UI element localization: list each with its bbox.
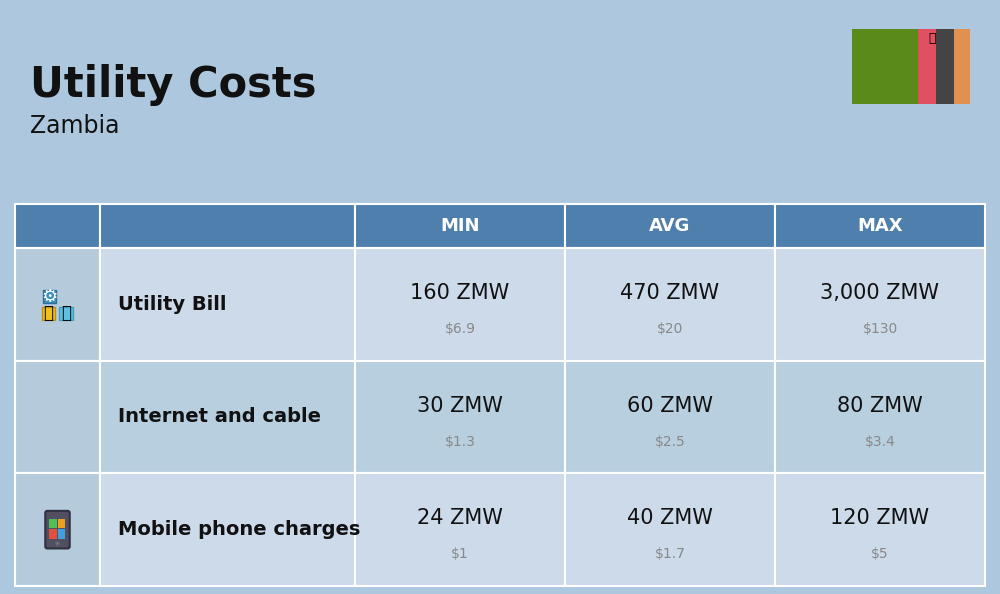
Text: Mobile phone charges: Mobile phone charges [118, 520, 360, 539]
Text: $1.3: $1.3 [445, 435, 475, 449]
Text: $6.9: $6.9 [444, 322, 476, 336]
Bar [852, 29, 962, 104]
Bar [355, 473, 565, 586]
Bar [15, 248, 100, 361]
Bar [100, 361, 355, 473]
Text: 160 ZMW: 160 ZMW [410, 283, 510, 303]
Text: 3,000 ZMW: 3,000 ZMW [820, 283, 940, 303]
Text: 🔌: 🔌 [44, 304, 54, 322]
Text: $3.4: $3.4 [865, 435, 895, 449]
Bar [775, 361, 985, 473]
Text: 120 ZMW: 120 ZMW [830, 508, 930, 529]
Text: 60 ZMW: 60 ZMW [627, 396, 713, 416]
Text: Utility Bill: Utility Bill [118, 295, 226, 314]
Bar [100, 204, 355, 248]
Bar [565, 361, 775, 473]
Text: Zambia: Zambia [30, 114, 120, 138]
Bar [565, 473, 775, 586]
Bar [59, 307, 73, 320]
Bar [565, 248, 775, 361]
Bar [100, 248, 355, 361]
Text: MIN: MIN [440, 217, 480, 235]
Text: $130: $130 [862, 322, 898, 336]
Bar [49, 519, 56, 529]
Text: 🚿: 🚿 [61, 304, 71, 322]
Bar [43, 290, 56, 303]
Text: 🦅: 🦅 [929, 32, 936, 45]
Bar [565, 204, 775, 248]
Bar [42, 307, 55, 320]
Bar [100, 473, 355, 586]
Text: 470 ZMW: 470 ZMW [620, 283, 720, 303]
Bar [15, 204, 100, 248]
Text: 80 ZMW: 80 ZMW [837, 396, 923, 416]
Bar [355, 361, 565, 473]
Text: $1: $1 [451, 548, 469, 561]
Text: 40 ZMW: 40 ZMW [627, 508, 713, 529]
Bar [49, 529, 56, 539]
Circle shape [56, 542, 59, 545]
Bar [15, 361, 100, 473]
Bar [15, 473, 100, 586]
Text: $1.7: $1.7 [655, 548, 685, 561]
Bar [58, 519, 65, 529]
Text: MAX: MAX [857, 217, 903, 235]
Bar [355, 204, 565, 248]
Text: AVG: AVG [649, 217, 691, 235]
Text: 30 ZMW: 30 ZMW [417, 396, 503, 416]
Text: $20: $20 [657, 322, 683, 336]
Bar [918, 29, 936, 104]
Bar [936, 29, 954, 104]
Bar [775, 204, 985, 248]
Text: ⚙: ⚙ [41, 287, 58, 306]
Bar [954, 29, 970, 104]
FancyBboxPatch shape [45, 511, 70, 548]
Text: Internet and cable: Internet and cable [118, 407, 321, 426]
Text: 24 ZMW: 24 ZMW [417, 508, 503, 529]
Bar [775, 473, 985, 586]
Text: $2.5: $2.5 [655, 435, 685, 449]
Text: Utility Costs: Utility Costs [30, 64, 316, 106]
Text: $5: $5 [871, 548, 889, 561]
Bar [775, 248, 985, 361]
Bar [355, 248, 565, 361]
Bar [58, 529, 65, 539]
